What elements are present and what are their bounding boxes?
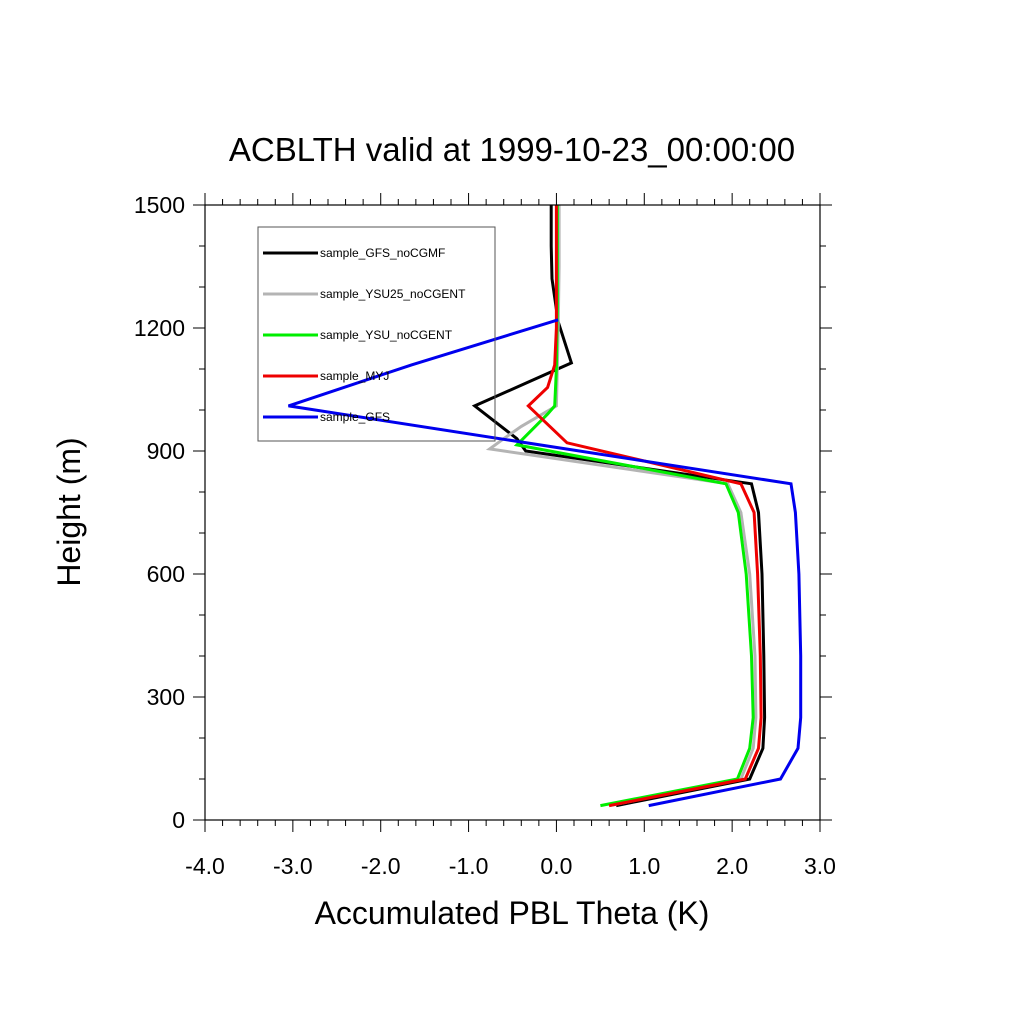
chart-title: ACBLTH valid at 1999-10-23_00:00:00 xyxy=(229,131,795,168)
x-tick-label: -4.0 xyxy=(185,853,225,879)
y-tick-label: 1200 xyxy=(134,315,185,341)
series-line-3 xyxy=(513,205,755,808)
tick-layer xyxy=(193,193,832,832)
x-axis-label: Accumulated PBL Theta (K) xyxy=(315,895,710,931)
x-tick-label: 3.0 xyxy=(804,853,836,879)
legend: sample_GFS_noCGMF sample_YSU25_noCGENTsam… xyxy=(257,226,496,442)
y-tick-label: 300 xyxy=(147,684,185,710)
y-axis-label: Height (m) xyxy=(51,437,87,586)
series-line-5 xyxy=(288,318,803,808)
legend-label: sample_GFS xyxy=(320,410,390,424)
series-line-4 xyxy=(526,205,763,808)
plot-frame xyxy=(204,204,821,821)
x-tick-label: -2.0 xyxy=(361,853,401,879)
x-tick-label: 0.0 xyxy=(540,853,572,879)
x-tick-label: -3.0 xyxy=(273,853,313,879)
x-tick-label: -1.0 xyxy=(449,853,489,879)
plot-area xyxy=(288,205,803,808)
legend-label: sample_GFS_noCGMF xyxy=(320,246,445,260)
y-tick-label: 0 xyxy=(172,807,185,833)
legend-label: sample_YSU_noCGENT xyxy=(320,328,453,342)
x-tick-label: 1.0 xyxy=(628,853,660,879)
series-layer xyxy=(288,205,803,808)
y-tick-label: 900 xyxy=(147,438,185,464)
legend-box xyxy=(257,226,496,442)
tick-label-layer: -4.0 -3.0 -2.0 -1.0 0.0 1.0 2.0 3.0 0 300 600 900 12… xyxy=(134,192,836,879)
y-tick-label: 600 xyxy=(147,561,185,587)
legend-label: sample_MYJ xyxy=(320,369,389,383)
x-tick-label: 2.0 xyxy=(716,853,748,879)
y-tick-label: 1500 xyxy=(134,192,185,218)
legend-label: sample_YSU25_noCGENT xyxy=(320,287,466,301)
